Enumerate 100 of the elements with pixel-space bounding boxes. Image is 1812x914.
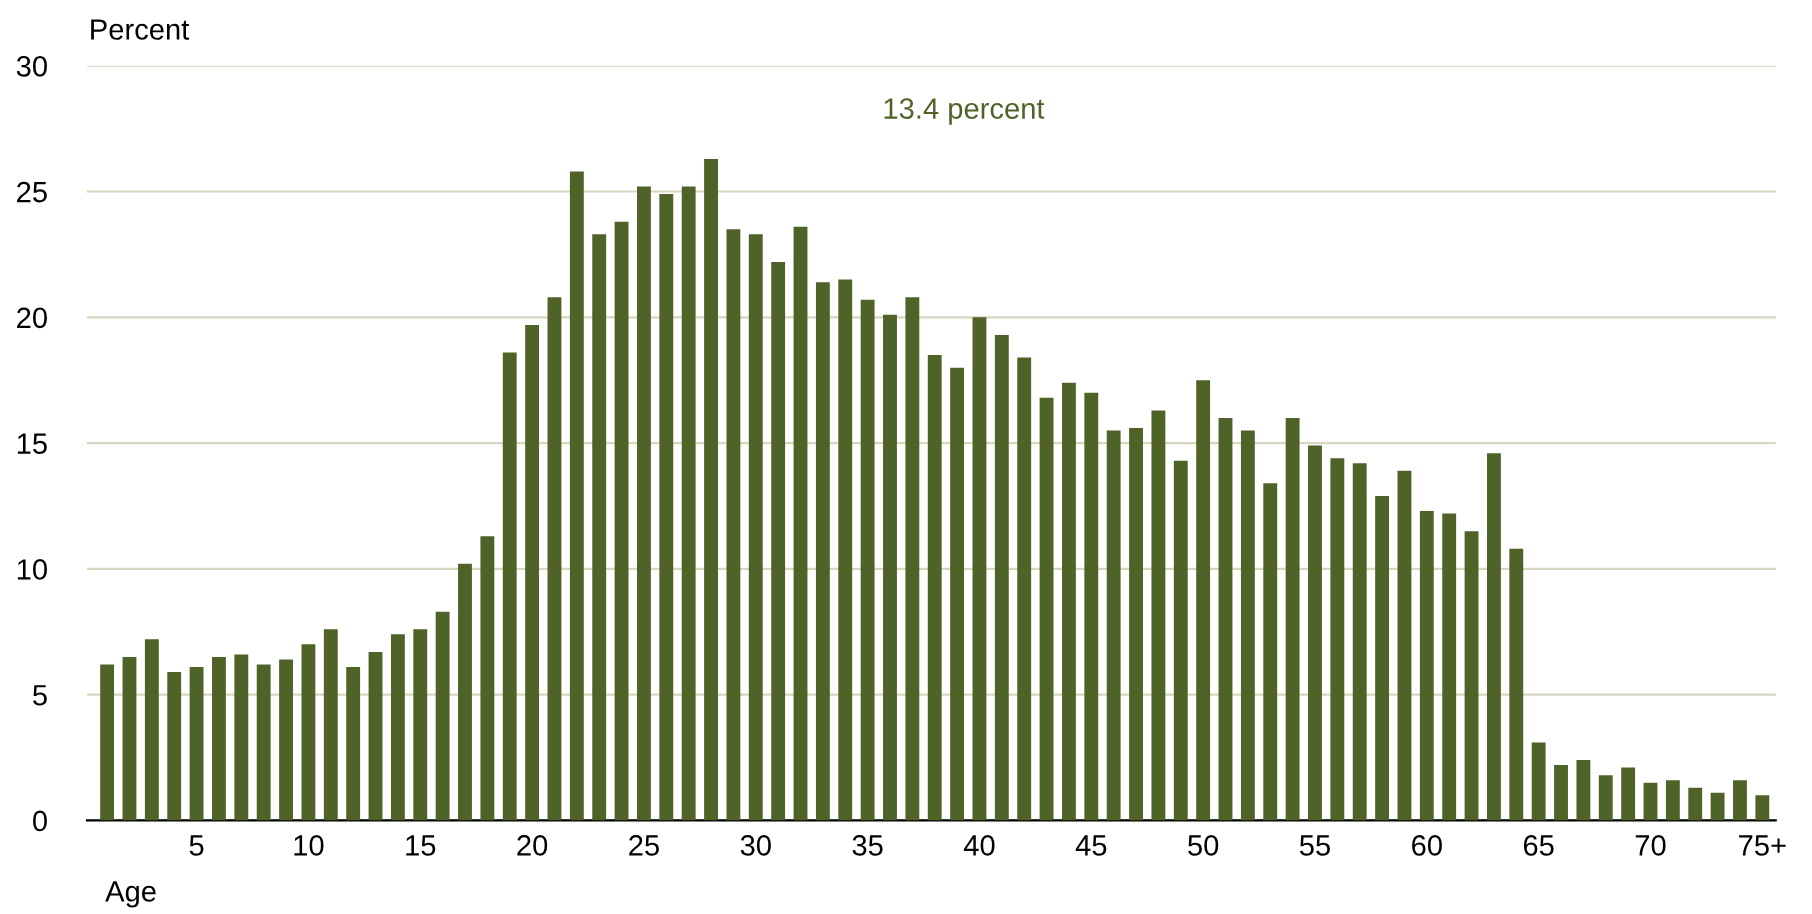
bar (994, 334, 1009, 821)
bar (1397, 470, 1412, 821)
bar (458, 563, 472, 821)
bar (144, 639, 159, 821)
bar (390, 634, 405, 821)
bar (323, 629, 338, 821)
bar (1464, 531, 1479, 821)
bar (1576, 760, 1591, 821)
bar (972, 317, 987, 821)
bar (1084, 392, 1099, 821)
y-tick-label: 15 (17, 433, 47, 454)
bar (1330, 458, 1345, 821)
bar (1442, 513, 1457, 821)
y-tick-label: 30 (16, 56, 47, 77)
x-tick-label: 50 (1188, 835, 1219, 856)
bar (212, 656, 226, 821)
bar (1665, 780, 1680, 821)
bar (726, 229, 741, 821)
bar (614, 221, 629, 821)
bar (346, 666, 361, 821)
x-tick-label: 45 (1075, 835, 1107, 856)
bar (569, 171, 584, 821)
bar (681, 186, 696, 821)
bar (1308, 445, 1322, 821)
x-tick-label: 55 (1299, 835, 1330, 856)
bar (1129, 428, 1143, 821)
y-tick-label: 5 (33, 685, 47, 706)
x-tick-label: 5 (189, 835, 204, 856)
bar (1710, 792, 1725, 821)
bar (771, 262, 786, 821)
bar (637, 186, 651, 821)
bar (838, 279, 853, 821)
x-tick-label: 60 (1412, 835, 1442, 856)
bar (413, 629, 428, 821)
y-tick-label: 10 (17, 559, 47, 580)
bar (167, 672, 182, 821)
y-tick-label: 0 (33, 810, 47, 832)
bar (905, 297, 920, 821)
bar (1598, 775, 1613, 821)
bar (1643, 782, 1658, 821)
bar (1285, 417, 1300, 821)
bar (1039, 397, 1054, 821)
bar (1755, 795, 1770, 821)
bar (950, 367, 965, 821)
y-tick-label: 20 (17, 307, 47, 329)
bar (1509, 548, 1524, 821)
bar (748, 234, 763, 821)
bar (815, 282, 830, 821)
y-tick-label: 25 (17, 181, 47, 203)
bar (1263, 483, 1278, 821)
bar (1733, 780, 1747, 821)
bar (1621, 767, 1636, 821)
bar (883, 314, 897, 821)
bar (1196, 380, 1211, 821)
bar (1352, 463, 1367, 821)
bar (100, 664, 115, 821)
bar (704, 158, 718, 821)
bar (547, 297, 562, 821)
x-tick-label: 25 (629, 835, 659, 856)
x-tick-label: 65 (1523, 835, 1554, 856)
bar (1151, 410, 1166, 821)
bar (435, 611, 450, 821)
y-axis-title: Percent (91, 19, 190, 40)
bar (1218, 417, 1233, 821)
bar (234, 654, 249, 821)
bar (659, 194, 674, 821)
bar (860, 299, 875, 821)
x-axis-title: Age (105, 881, 156, 908)
bar (793, 226, 808, 821)
bar (1375, 495, 1390, 821)
bar (1062, 382, 1076, 821)
annotation: 13.4 percent (884, 98, 1045, 125)
x-tick-label: 10 (294, 835, 324, 856)
bar (1554, 765, 1568, 821)
x-tick-label: 20 (517, 835, 548, 856)
bar (1173, 460, 1188, 821)
bar (279, 659, 293, 821)
bar (480, 536, 495, 821)
x-tick-label: 35 (852, 835, 883, 856)
bar (189, 666, 204, 821)
bar (1531, 742, 1546, 821)
bar (1017, 357, 1032, 821)
x-tick-label: 70 (1635, 835, 1666, 856)
x-tick-label: 40 (963, 835, 995, 856)
bar (1486, 453, 1501, 821)
bar (1688, 787, 1703, 821)
bar (592, 234, 607, 821)
bar (256, 664, 271, 821)
bar (1240, 430, 1255, 821)
x-tick-label: 75+ (1739, 835, 1786, 856)
bar (1106, 430, 1121, 821)
bar (525, 324, 540, 821)
x-tick-label: 15 (406, 835, 436, 856)
x-tick-label: 30 (740, 835, 771, 856)
bar (368, 651, 383, 821)
bar (301, 644, 316, 821)
bar (927, 355, 942, 821)
bar (1419, 511, 1434, 821)
bar (122, 656, 137, 821)
bar (502, 352, 517, 821)
